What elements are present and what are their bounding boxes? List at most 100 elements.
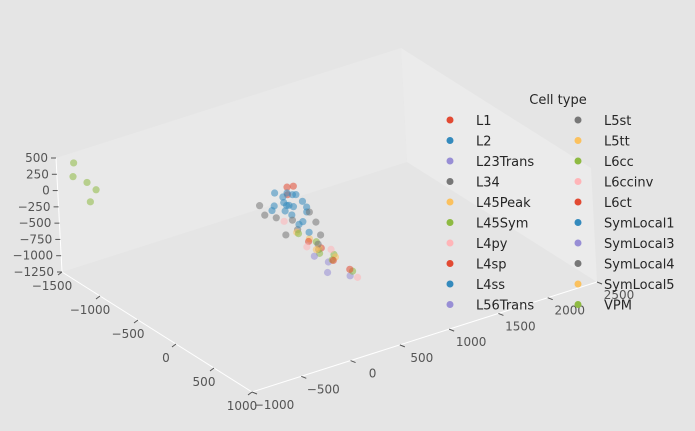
legend-marker xyxy=(446,260,454,267)
legend-marker xyxy=(446,301,454,308)
legend-label: SymLocal4 xyxy=(604,258,675,273)
axes-lines xyxy=(55,157,598,393)
legend-label: L4sp xyxy=(476,258,507,273)
legend-marker xyxy=(574,198,582,206)
point-L2 xyxy=(289,203,298,211)
y-tick-mark xyxy=(251,391,258,395)
point-SymLocal1 xyxy=(283,189,291,197)
legend-marker xyxy=(574,178,582,185)
legend-label: SymLocal3 xyxy=(604,237,675,252)
x-tick-label: −1000 xyxy=(70,303,111,317)
legend-label: L45Sym xyxy=(476,217,528,232)
x-tick-label: −500 xyxy=(112,327,145,341)
legend-marker xyxy=(574,239,582,247)
y-tick-label: 1000 xyxy=(456,335,487,349)
legend-label: L6cc xyxy=(604,155,634,170)
legend-marker xyxy=(574,219,582,226)
point-L45Sym xyxy=(294,230,303,238)
legend-label: L5st xyxy=(604,114,631,129)
legend-label: SymLocal5 xyxy=(604,278,675,293)
y-tick-label: −500 xyxy=(307,382,340,396)
legend-marker xyxy=(574,157,582,165)
z-tick-label: 500 xyxy=(25,151,48,165)
point-SymLocal4 xyxy=(256,202,264,210)
point-SymLocal1 xyxy=(271,189,279,197)
y-tick-mark xyxy=(301,375,307,379)
point-L2 xyxy=(292,191,300,199)
legend-label: L45Peak xyxy=(476,196,531,211)
point-L5st xyxy=(282,231,290,239)
legend-marker xyxy=(574,301,582,308)
legend: Cell type L1 L2 L23Trans L34 L45Peak L45Sym L4… xyxy=(446,93,675,314)
point-VPM xyxy=(83,178,91,187)
y-tick-mark xyxy=(399,344,406,348)
legend-label: L2 xyxy=(476,135,492,150)
z-tick-label: −1000 xyxy=(13,249,54,263)
point-L1 xyxy=(283,183,291,191)
data-points xyxy=(69,159,362,281)
pane-y xyxy=(401,48,597,282)
legend-marker xyxy=(446,178,454,185)
point-L34 xyxy=(261,211,269,219)
tick-labels: −1500−1000−50005001000−1000−500050010001… xyxy=(13,151,635,413)
y-tick-label: 1500 xyxy=(505,319,536,333)
z-tick-label: −500 xyxy=(18,216,51,230)
legend-label: L4py xyxy=(476,237,508,252)
point-L34 xyxy=(305,208,313,216)
point-L2 xyxy=(280,198,288,207)
legend-label: L6ct xyxy=(604,196,632,211)
x-tick-label: 1000 xyxy=(227,399,258,413)
y-tick-mark xyxy=(596,281,603,285)
x-tick-label: 0 xyxy=(162,351,170,365)
pane-x xyxy=(56,48,407,272)
legend-marker xyxy=(446,198,454,206)
point-L6ccinv xyxy=(303,243,311,251)
x-tick-mark xyxy=(209,367,215,372)
point-L34 xyxy=(312,218,320,226)
x-tick-label: −1500 xyxy=(32,279,73,293)
z-tick-label: −250 xyxy=(18,200,51,214)
legend-marker xyxy=(574,260,582,267)
point-L2 xyxy=(281,207,289,215)
legend-label: L56Trans xyxy=(476,299,534,314)
y-tick-label: 0 xyxy=(369,367,377,381)
y-tick-mark xyxy=(547,297,553,301)
point-L4py xyxy=(327,245,335,253)
legend-label: L23Trans xyxy=(476,155,534,170)
z-tick-label: −1250 xyxy=(13,265,54,279)
y-tick-mark xyxy=(498,312,504,316)
y-tick-label: 500 xyxy=(410,351,433,365)
y-tick-label: −1000 xyxy=(254,398,295,412)
x-tick-mark xyxy=(171,343,177,348)
point-L34 xyxy=(272,214,280,222)
point-L4ss xyxy=(295,220,303,228)
point-VPM xyxy=(69,173,77,181)
legend-marker xyxy=(446,137,454,144)
legend-title: Cell type xyxy=(529,93,586,108)
point-L4ss xyxy=(305,228,313,236)
y-tick-mark xyxy=(350,360,356,364)
z-axis-line xyxy=(55,157,63,273)
legend-marker xyxy=(574,137,582,144)
x-axis-line xyxy=(61,271,253,393)
legend-label: L5tt xyxy=(604,135,630,150)
point-L6ccinv xyxy=(353,273,362,281)
point-L6ct xyxy=(346,265,354,273)
point-L34 xyxy=(288,216,297,224)
legend-marker xyxy=(446,219,454,226)
point-L4py xyxy=(280,217,288,225)
point-L2 xyxy=(298,197,307,205)
legend-marker xyxy=(446,280,454,288)
legend-label: L6ccinv xyxy=(604,176,654,191)
legend-marker xyxy=(446,157,454,165)
axis-panes xyxy=(56,48,597,282)
legend-marker xyxy=(446,239,454,247)
z-tick-label: 250 xyxy=(26,167,49,181)
y-axis-line xyxy=(251,281,598,393)
legend-label: VPM xyxy=(604,299,632,314)
x-tick-mark xyxy=(133,319,139,324)
legend-label: L34 xyxy=(476,176,500,191)
point-L1 xyxy=(289,182,297,190)
